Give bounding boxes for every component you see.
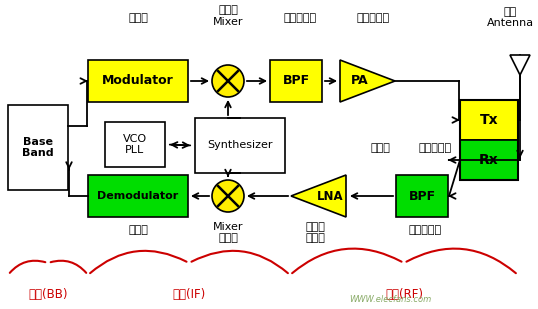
Text: 帶通濾波器: 帶通濾波器 [284,13,316,23]
Text: 解調器: 解調器 [128,225,148,235]
Bar [460,140,518,180]
Text: Demodulator: Demodulator [97,191,179,201]
Circle shape [212,180,244,212]
Polygon shape [291,175,346,217]
Text: 天線: 天線 [504,7,516,17]
Text: 功率放大器: 功率放大器 [357,13,390,23]
Text: 帶通濾波器: 帶通濾波器 [408,225,442,235]
Bar [195,118,285,173]
Text: 傳送接收器: 傳送接收器 [419,143,451,153]
Text: 合成器: 合成器 [370,143,390,153]
Circle shape [212,65,244,97]
Text: VCO
PLL: VCO PLL [123,134,147,155]
Text: Base
Band: Base Band [22,137,54,158]
Text: Synthesizer: Synthesizer [207,141,273,150]
Text: Mixer: Mixer [213,17,243,27]
Bar [88,175,188,217]
Text: 混頻器: 混頻器 [218,5,238,15]
Bar [105,122,165,167]
Text: 射頻(RF): 射頻(RF) [385,289,423,302]
Text: Antenna: Antenna [486,18,534,28]
Text: 低雜訊: 低雜訊 [305,222,325,232]
Bar [8,105,68,190]
Text: 基頻(BB): 基頻(BB) [29,289,68,302]
Text: BPF: BPF [282,74,309,87]
Text: LNA: LNA [317,189,343,202]
Text: 調變器: 調變器 [128,13,148,23]
Text: BPF: BPF [408,189,436,202]
Bar [396,175,448,217]
Polygon shape [340,60,395,102]
Text: WWW.elecfans.com: WWW.elecfans.com [349,295,431,304]
Bar [270,60,322,102]
Text: 混頻器: 混頻器 [218,233,238,243]
Text: 放大器: 放大器 [305,233,325,243]
Bar [460,100,518,180]
Text: PA: PA [351,74,369,87]
Polygon shape [510,55,530,75]
Text: 中頻(IF): 中頻(IF) [172,289,206,302]
Bar [88,60,188,102]
Text: Rx: Rx [479,153,499,167]
Text: Tx: Tx [480,113,498,127]
Text: Mixer: Mixer [213,222,243,232]
Text: Modulator: Modulator [102,74,174,87]
Bar [460,100,518,140]
